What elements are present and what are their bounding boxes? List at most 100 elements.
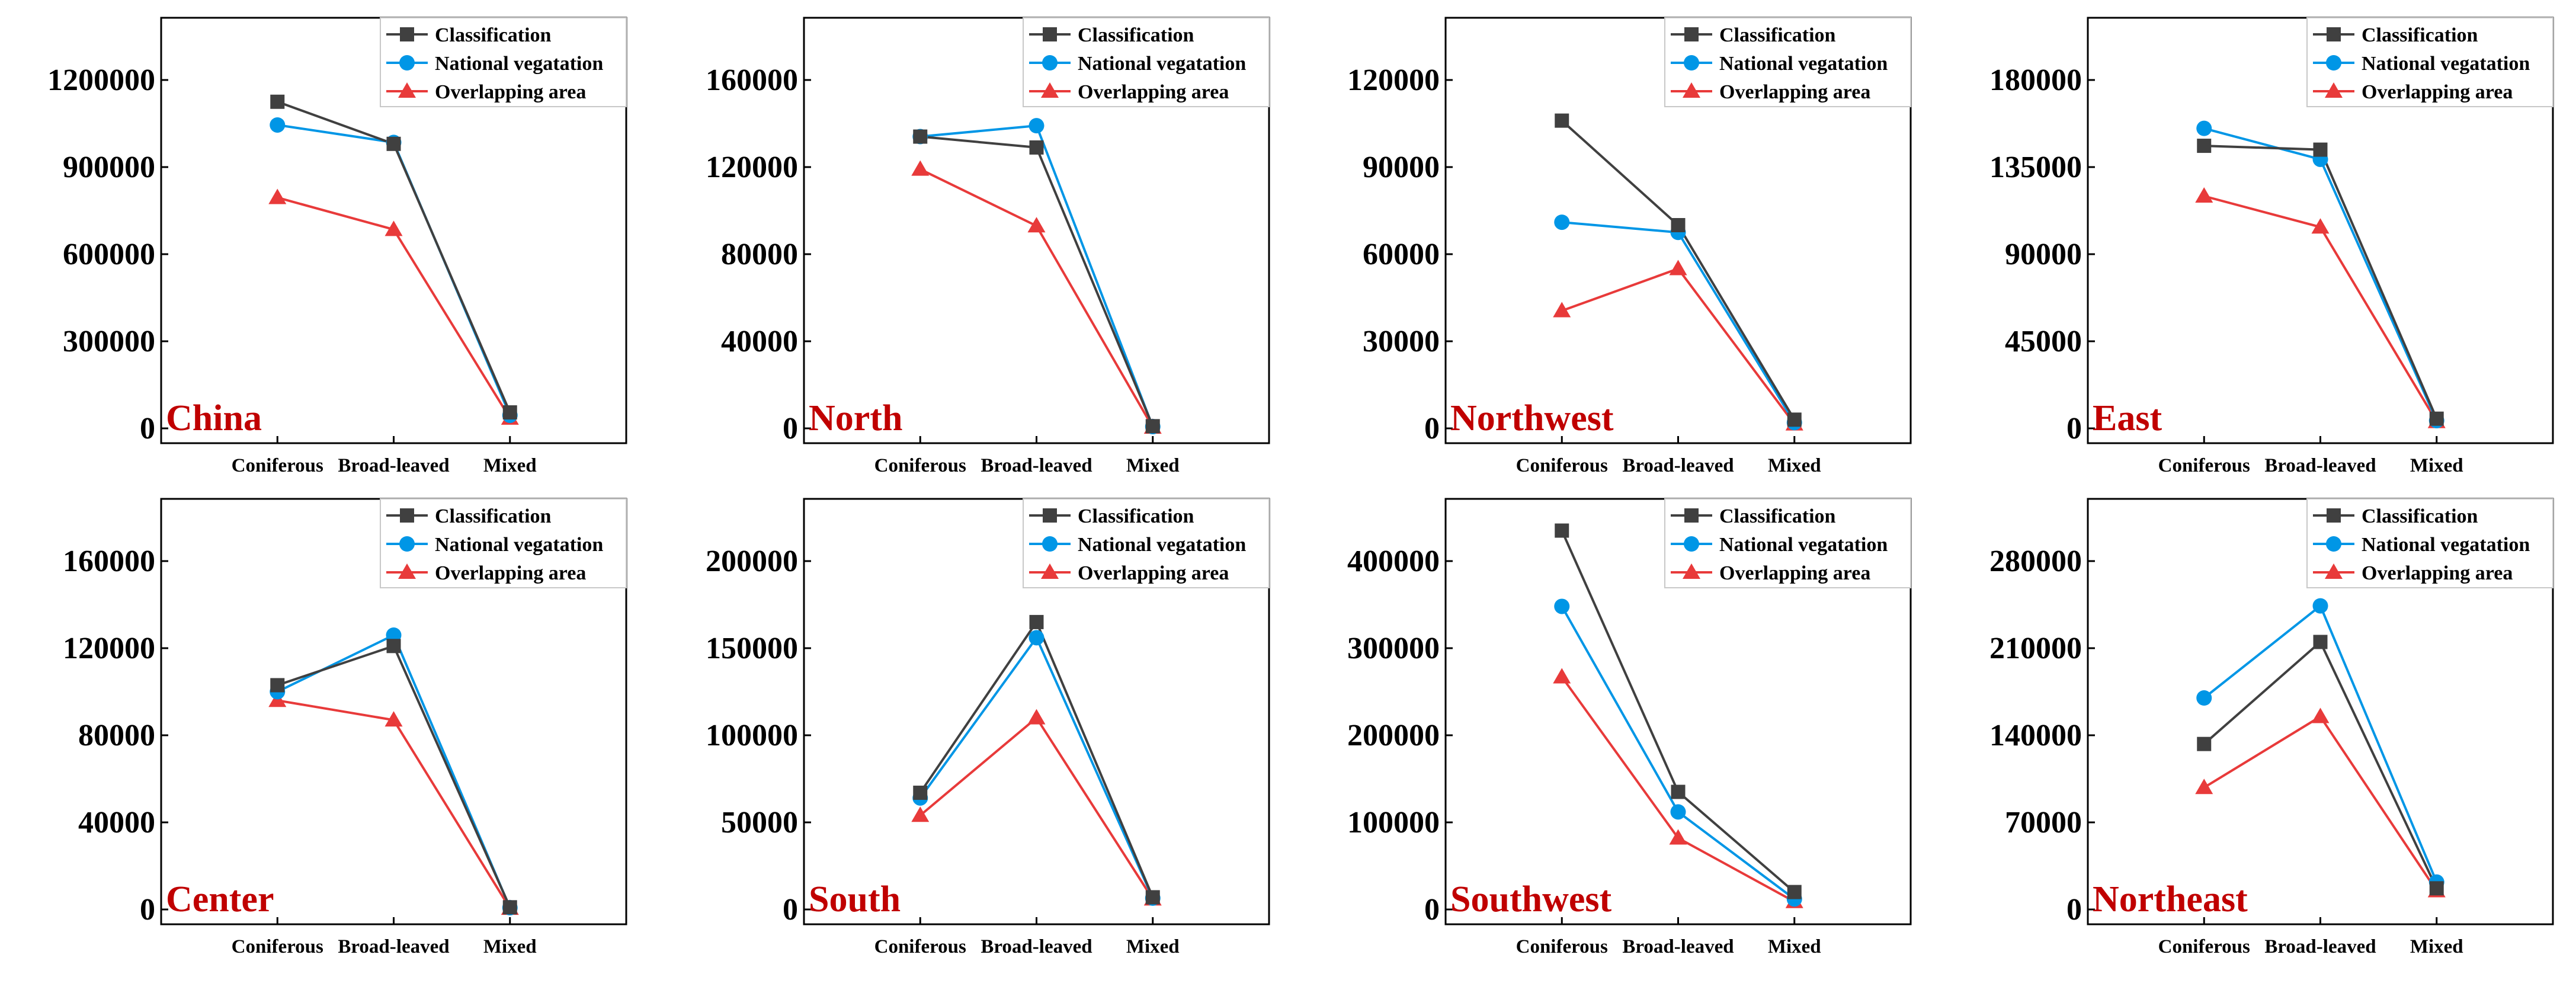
series-line-classification: [920, 135, 1154, 427]
y-tick-label: 160000: [63, 544, 155, 578]
legend-marker-overlap: [1041, 82, 1059, 98]
series-line-national: [277, 123, 511, 416]
y-tick-label: 300000: [63, 325, 155, 358]
data-point-national: [1554, 214, 1570, 230]
legend-label-overlap: Overlapping area: [1719, 81, 1870, 103]
legend-marker-overlap: [398, 563, 416, 579]
legend-marker-overlap: [1683, 563, 1700, 579]
data-point-national: [270, 117, 286, 133]
legend-label-overlap: Overlapping area: [1078, 81, 1229, 103]
x-tick-label: Mixed: [1768, 936, 1821, 957]
x-tick-label: Coniferous: [232, 455, 323, 476]
chart-panel-center: 0 40000 80000 120000 160000 Coniferous Broad-l…: [63, 498, 627, 957]
data-point-classification: [502, 900, 517, 915]
x-tick-label: Mixed: [2410, 455, 2463, 476]
series-line-classification: [277, 644, 511, 908]
region-label: Southwest: [1450, 879, 1612, 920]
legend-marker-national: [1042, 536, 1058, 552]
data-point-classification: [1787, 412, 1802, 427]
data-point-national: [2196, 120, 2212, 136]
data-point-classification: [1671, 784, 1686, 799]
data-point-overlap: [385, 711, 403, 727]
data-point-overlap: [1553, 668, 1571, 684]
x-tick-label: Broad-leaved: [981, 936, 1092, 957]
x-tick-label: Coniferous: [874, 936, 966, 957]
legend-label-national: National vegatation: [2362, 53, 2530, 75]
legend-marker-classification: [1043, 27, 1057, 41]
y-tick-label: 280000: [1989, 544, 2082, 578]
chart-panel-northwest: 0 30000 60000 90000 120000 Coniferous Broad-le…: [1347, 17, 1912, 476]
data-point-national: [2312, 598, 2328, 614]
data-point-classification: [2429, 411, 2444, 426]
legend-label-national: National vegatation: [1719, 534, 1888, 556]
x-tick-label: Mixed: [1126, 455, 1180, 476]
x-tick-label: Mixed: [483, 936, 537, 957]
legend-label-classification: Classification: [435, 24, 552, 46]
x-tick-label: Broad-leaved: [1622, 936, 1734, 957]
x-tick-label: Mixed: [1768, 455, 1821, 476]
data-point-classification: [2197, 736, 2212, 751]
data-point-classification: [913, 786, 928, 800]
data-point-overlap: [2195, 187, 2213, 203]
y-tick-label: 300000: [1347, 632, 1440, 665]
legend-marker-national: [1042, 55, 1058, 71]
data-point-overlap: [268, 188, 287, 204]
legend-label-classification: Classification: [1078, 505, 1194, 527]
chart-panel-northeast: 0 70000 140000 210000 280000 Coniferous Broad-…: [1989, 498, 2554, 957]
x-tick-label: Mixed: [483, 455, 537, 476]
y-tick-label: 200000: [1347, 719, 1440, 752]
data-point-overlap: [1027, 709, 1046, 725]
y-tick-label: 120000: [706, 150, 798, 184]
data-point-classification: [1145, 419, 1160, 434]
series-line-national: [1561, 606, 1795, 900]
legend-label-national: National vegatation: [1078, 53, 1246, 75]
region-label: South: [809, 879, 901, 920]
y-tick-label: 70000: [2005, 806, 2082, 840]
legend-label-overlap: Overlapping area: [435, 562, 586, 584]
y-tick-label: 0: [1424, 412, 1440, 446]
legend-marker-overlap: [398, 82, 416, 98]
legend-marker-classification: [1043, 508, 1057, 523]
x-tick-label: Broad-leaved: [1622, 455, 1734, 476]
x-tick-label: Broad-leaved: [338, 455, 449, 476]
x-tick-label: Coniferous: [2158, 455, 2250, 476]
data-point-classification: [270, 94, 285, 109]
legend-marker-overlap: [2325, 82, 2343, 98]
legend-label-national: National vegatation: [1719, 53, 1888, 75]
data-point-national: [1029, 118, 1045, 134]
chart-panel-east: 0 45000 90000 135000 180000 Coniferous Broad-l…: [1989, 17, 2554, 476]
y-tick-label: 200000: [706, 544, 798, 578]
data-point-national: [2196, 690, 2212, 706]
legend-label-overlap: Overlapping area: [2362, 81, 2513, 103]
x-tick-label: Mixed: [2410, 936, 2463, 957]
data-point-overlap: [385, 220, 403, 236]
y-tick-label: 0: [783, 893, 798, 927]
series-line-overlap: [919, 716, 1154, 900]
series-line-overlap: [2203, 715, 2438, 892]
region-label: Center: [166, 879, 274, 920]
y-tick-label: 0: [2066, 412, 2082, 446]
legend-marker-classification: [1684, 27, 1699, 41]
legend-marker-national: [399, 536, 415, 552]
y-tick-label: 0: [140, 893, 155, 927]
legend-label-classification: Classification: [2362, 24, 2478, 46]
y-tick-label: 0: [140, 412, 155, 446]
legend-marker-classification: [1684, 508, 1699, 523]
x-tick-label: Broad-leaved: [981, 455, 1092, 476]
y-tick-label: 60000: [1363, 238, 1440, 271]
y-tick-label: 150000: [706, 632, 798, 665]
y-tick-label: 140000: [1989, 719, 2082, 752]
legend-label-overlap: Overlapping area: [1719, 562, 1870, 584]
chart-panel-china: 0 300000 600000 900000 1200000 Coniferous Broa…: [47, 17, 627, 476]
legend-marker-classification: [400, 508, 414, 523]
x-tick-label: Broad-leaved: [2264, 936, 2376, 957]
legend-marker-national: [2326, 536, 2341, 552]
y-tick-label: 0: [783, 412, 798, 446]
data-point-classification: [270, 678, 285, 693]
x-tick-label: Mixed: [1126, 936, 1180, 957]
region-label: Northeast: [2093, 879, 2248, 920]
series-line-national: [2203, 127, 2438, 421]
y-tick-label: 40000: [78, 806, 155, 840]
data-point-classification: [1145, 890, 1160, 905]
